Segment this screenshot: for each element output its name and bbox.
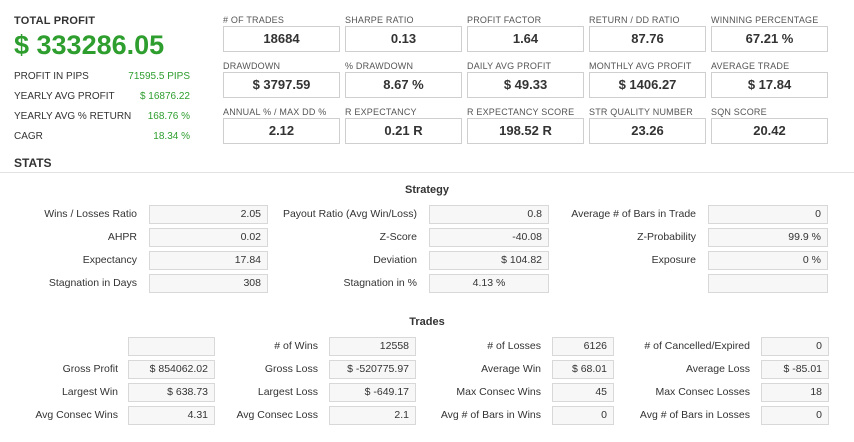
trades-label: # of Wins [274, 340, 318, 352]
trades-value: $ -520775.97 [329, 360, 416, 379]
summary-value-yearly-avg-profit: $ 16876.22 [139, 91, 190, 102]
trades-value: 12558 [329, 337, 416, 356]
metric-label: AVERAGE TRADE [711, 61, 790, 71]
trades-section-title: Trades [409, 316, 445, 328]
trades-label: Gross Loss [264, 363, 318, 375]
metric-label: RETURN / DD RATIO [589, 15, 680, 25]
summary-value-cagr: 18.34 % [153, 131, 190, 142]
trades-value [128, 337, 215, 356]
trades-label: Average Win [481, 363, 541, 375]
strategy-value: 0.02 [149, 228, 268, 247]
metric-label: % DRAWDOWN [345, 61, 414, 71]
trades-value: 0 [761, 406, 829, 425]
metric-value: 0.13 [345, 26, 462, 52]
metric-value: $ 49.33 [467, 72, 584, 98]
trades-label: Largest Win [61, 386, 118, 398]
trades-value: $ 68.01 [552, 360, 614, 379]
metric-label: ANNUAL % / MAX DD % [223, 107, 327, 117]
metric-label: R EXPECTANCY SCORE [467, 107, 575, 117]
metric-label: # OF TRADES [223, 15, 285, 25]
summary-label-cagr: CAGR [14, 131, 43, 142]
metric-value: $ 3797.59 [223, 72, 340, 98]
strategy-label: Stagnation in % [343, 277, 417, 289]
strategy-value: -40.08 [429, 228, 549, 247]
strategy-value: 308 [149, 274, 268, 293]
summary-label-yearly-avg-return: YEARLY AVG % RETURN [14, 111, 132, 122]
strategy-label: Stagnation in Days [48, 277, 137, 289]
metric-value: 87.76 [589, 26, 706, 52]
strategy-label: Exposure [651, 254, 696, 266]
summary-value-yearly-avg-return: 168.76 % [147, 111, 190, 122]
trades-label: Max Consec Losses [655, 386, 750, 398]
trades-label: Avg Consec Wins [35, 409, 118, 421]
metric-label: SHARPE RATIO [345, 15, 414, 25]
metric-label: WINNING PERCENTAGE [711, 15, 819, 25]
strategy-value: 0.8 [429, 205, 549, 224]
trades-value: 45 [552, 383, 614, 402]
strategy-label: Expectancy [82, 254, 137, 266]
metric-label: DRAWDOWN [223, 61, 281, 71]
metric-value: 8.67 % [345, 72, 462, 98]
summary-label-profit-in-pips: PROFIT IN PIPS [14, 71, 89, 82]
trades-label: # of Losses [487, 340, 541, 352]
trades-value: 0 [552, 406, 614, 425]
strategy-value: 4.13 % [429, 274, 549, 293]
metric-value: 0.21 R [345, 118, 462, 144]
trades-value: 0 [761, 337, 829, 356]
strategy-value: 0 % [708, 251, 828, 270]
metric-value: 23.26 [589, 118, 706, 144]
strategy-label: Average # of Bars in Trade [571, 208, 696, 220]
trades-label: Avg # of Bars in Losses [639, 409, 750, 421]
metric-value: 67.21 % [711, 26, 828, 52]
metric-value: 198.52 R [467, 118, 584, 144]
metric-value: 20.42 [711, 118, 828, 144]
metric-value: 18684 [223, 26, 340, 52]
metric-value: 1.64 [467, 26, 584, 52]
strategy-value [708, 274, 828, 293]
trades-label: # of Cancelled/Expired [644, 340, 750, 352]
strategy-label: Z-Score [379, 231, 417, 243]
metric-label: R EXPECTANCY [345, 107, 417, 117]
metric-value: $ 17.84 [711, 72, 828, 98]
trades-label: Gross Profit [62, 363, 118, 375]
metric-label: SQN SCORE [711, 107, 767, 117]
metric-label: MONTHLY AVG PROFIT [589, 61, 692, 71]
trades-value: 18 [761, 383, 829, 402]
strategy-label: Deviation [373, 254, 417, 266]
strategy-label: Wins / Losses Ratio [44, 208, 137, 220]
summary-label-yearly-avg-profit: YEARLY AVG PROFIT [14, 91, 115, 102]
trades-value: $ -85.01 [761, 360, 829, 379]
trades-value: 2.1 [329, 406, 416, 425]
trades-value: $ 638.73 [128, 383, 215, 402]
metric-value: $ 1406.27 [589, 72, 706, 98]
strategy-label: Payout Ratio (Avg Win/Loss) [282, 208, 417, 220]
strategy-value: 99.9 % [708, 228, 828, 247]
stats-title: STATS [14, 156, 52, 170]
stats-divider [0, 172, 854, 173]
summary-value-profit-in-pips: 71595.5 PIPS [128, 71, 190, 82]
trades-label: Largest Loss [257, 386, 318, 398]
trades-label: Average Loss [685, 363, 750, 375]
total-profit-value: $ 333286.05 [14, 30, 165, 60]
trades-label: Avg # of Bars in Wins [440, 409, 541, 421]
strategy-value: 2.05 [149, 205, 268, 224]
metric-value: 2.12 [223, 118, 340, 144]
strategy-label: AHPR [107, 231, 137, 243]
trades-label: Avg Consec Loss [236, 409, 318, 421]
strategy-section-title: Strategy [404, 184, 450, 196]
trades-value: 6126 [552, 337, 614, 356]
total-profit-label: TOTAL PROFIT [14, 15, 96, 27]
metric-label: DAILY AVG PROFIT [467, 61, 552, 71]
trades-value: $ -649.17 [329, 383, 416, 402]
strategy-value: 0 [708, 205, 828, 224]
trades-label: Max Consec Wins [456, 386, 541, 398]
metric-label: PROFIT FACTOR [467, 15, 542, 25]
metric-label: STR QUALITY NUMBER [589, 107, 693, 117]
trades-value: $ 854062.02 [128, 360, 215, 379]
strategy-label: Z-Probability [637, 231, 696, 243]
strategy-value: 17.84 [149, 251, 268, 270]
strategy-value: $ 104.82 [429, 251, 549, 270]
trades-value: 4.31 [128, 406, 215, 425]
